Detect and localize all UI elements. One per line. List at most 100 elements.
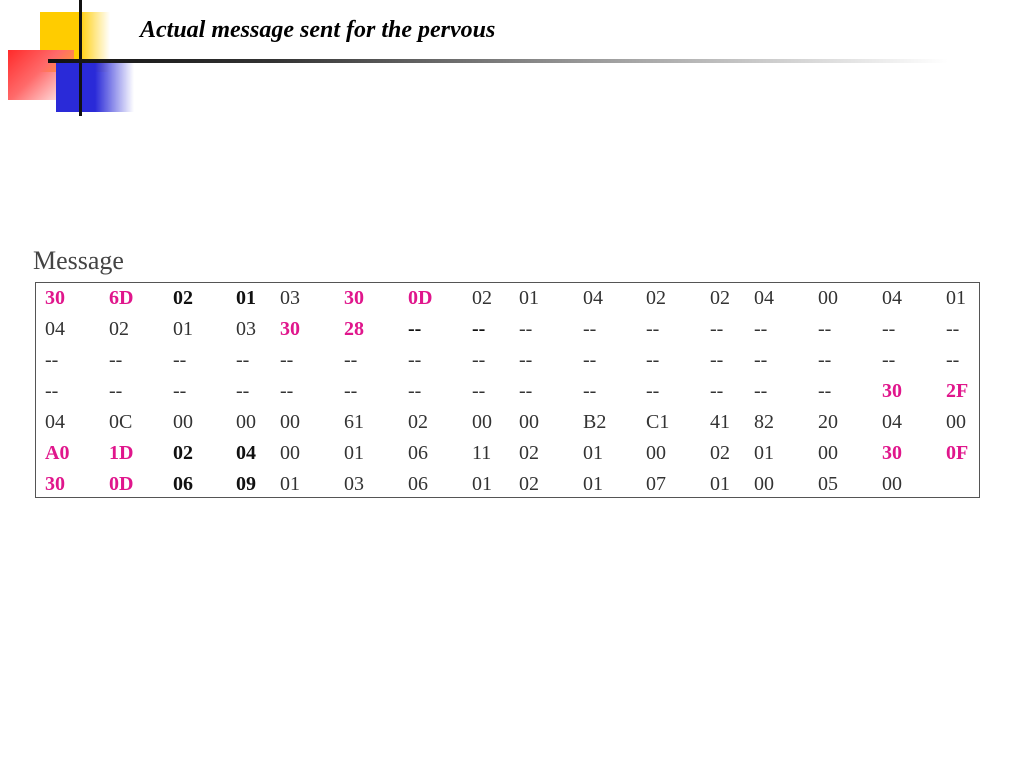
byte-cell: 00	[818, 287, 838, 309]
byte-cell: 82	[754, 411, 774, 433]
byte-cell: --	[882, 318, 896, 340]
byte-cell: 09	[236, 473, 256, 495]
byte-cell: 02	[173, 287, 193, 309]
byte-cell: 05	[818, 473, 838, 495]
byte-cell: --	[109, 380, 123, 402]
corner-logo	[0, 0, 140, 120]
byte-cell: 02	[646, 287, 666, 309]
byte-cell: 00	[236, 411, 256, 433]
logo-blue-square	[56, 60, 134, 112]
byte-cell: 02	[472, 287, 492, 309]
byte-cell: 01	[280, 473, 300, 495]
byte-cell: 01	[472, 473, 492, 495]
byte-cell: 04	[583, 287, 603, 309]
byte-cell: 02	[710, 442, 730, 464]
byte-cell: 01	[519, 287, 539, 309]
byte-cell: --	[45, 380, 59, 402]
byte-cell: --	[344, 380, 358, 402]
byte-cell: 02	[109, 318, 129, 340]
byte-cell: --	[583, 380, 597, 402]
byte-cell: 28	[344, 318, 364, 340]
byte-cell: 02	[710, 287, 730, 309]
byte-cell: 0C	[109, 411, 133, 433]
byte-cell: 0D	[408, 287, 433, 309]
byte-cell: --	[45, 349, 59, 371]
byte-cell: 01	[583, 442, 603, 464]
byte-cell: --	[710, 349, 724, 371]
byte-cell: --	[344, 349, 358, 371]
byte-cell: A0	[45, 442, 70, 464]
byte-cell: 03	[280, 287, 300, 309]
byte-cell: 06	[173, 473, 193, 495]
byte-cell: 01	[710, 473, 730, 495]
byte-cell: 06	[408, 442, 428, 464]
byte-cell: 00	[280, 411, 300, 433]
byte-cell: 04	[882, 287, 902, 309]
byte-cell: --	[236, 349, 250, 371]
byte-cell: --	[408, 349, 422, 371]
byte-cell: 30	[45, 473, 65, 495]
byte-cell: --	[236, 380, 250, 402]
byte-cell: --	[946, 349, 960, 371]
header-rule	[48, 59, 948, 63]
byte-cell: 30	[45, 287, 65, 309]
byte-cell: --	[583, 318, 597, 340]
byte-cell: 04	[45, 318, 65, 340]
byte-cell: 2F	[946, 380, 969, 402]
byte-cell: 30	[280, 318, 300, 340]
byte-cell: --	[818, 318, 832, 340]
byte-cell: --	[472, 349, 486, 371]
byte-cell: 01	[754, 442, 774, 464]
byte-cell: 01	[583, 473, 603, 495]
byte-cell: 03	[236, 318, 256, 340]
byte-cell: 30	[882, 380, 902, 402]
byte-cell: 6D	[109, 287, 134, 309]
byte-cell: 02	[173, 442, 193, 464]
byte-cell: 04	[236, 442, 256, 464]
byte-cell: --	[646, 380, 660, 402]
byte-cell: 00	[754, 473, 774, 495]
byte-cell: 01	[344, 442, 364, 464]
byte-cell: B2	[583, 411, 607, 433]
byte-cell: 00	[280, 442, 300, 464]
byte-cell: 07	[646, 473, 666, 495]
byte-cell: 41	[710, 411, 730, 433]
byte-cell: --	[472, 318, 486, 340]
byte-cell: --	[882, 349, 896, 371]
byte-cell: --	[946, 318, 960, 340]
byte-cell: --	[109, 349, 123, 371]
byte-cell: 00	[646, 442, 666, 464]
byte-cell: 00	[472, 411, 492, 433]
byte-cell: 04	[45, 411, 65, 433]
byte-cell: --	[583, 349, 597, 371]
byte-cell: 00	[173, 411, 193, 433]
byte-cell: --	[754, 318, 768, 340]
byte-cell: --	[710, 380, 724, 402]
byte-cell: 04	[754, 287, 774, 309]
byte-cell: 30	[344, 287, 364, 309]
byte-cell: 04	[882, 411, 902, 433]
byte-cell: --	[408, 380, 422, 402]
byte-cell: 20	[818, 411, 838, 433]
byte-cell: 06	[408, 473, 428, 495]
byte-cell: 02	[519, 473, 539, 495]
byte-cell: 30	[882, 442, 902, 464]
byte-cell: 02	[519, 442, 539, 464]
byte-cell: 01	[173, 318, 193, 340]
slide-title: Actual message sent for the pervous	[140, 17, 496, 43]
byte-cell: --	[519, 349, 533, 371]
byte-cell: --	[646, 318, 660, 340]
byte-cell: --	[519, 318, 533, 340]
byte-cell: 01	[946, 287, 966, 309]
byte-cell: 1D	[109, 442, 134, 464]
byte-cell: --	[408, 318, 422, 340]
byte-cell: 00	[946, 411, 966, 433]
logo-vertical-line	[79, 0, 82, 116]
byte-cell: --	[818, 380, 832, 402]
byte-cell: --	[710, 318, 724, 340]
byte-cell: --	[519, 380, 533, 402]
byte-cell: --	[818, 349, 832, 371]
byte-cell: 03	[344, 473, 364, 495]
byte-cell: 61	[344, 411, 364, 433]
byte-cell: 00	[818, 442, 838, 464]
